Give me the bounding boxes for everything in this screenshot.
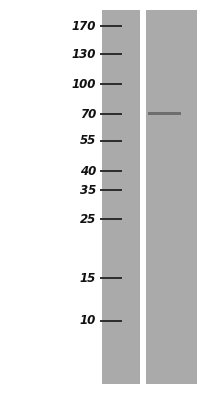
Bar [148, 112, 181, 115]
Text: 25: 25 [80, 213, 96, 226]
Bar [102, 10, 140, 384]
Bar [140, 10, 146, 384]
Text: 10: 10 [80, 314, 96, 327]
Text: 15: 15 [80, 272, 96, 284]
Text: 170: 170 [72, 20, 96, 32]
Text: 100: 100 [72, 78, 96, 90]
Text: 55: 55 [80, 134, 96, 147]
Text: 40: 40 [80, 165, 96, 178]
Text: 130: 130 [72, 48, 96, 60]
Text: 35: 35 [80, 184, 96, 197]
Bar [146, 10, 197, 384]
Text: 70: 70 [80, 108, 96, 120]
